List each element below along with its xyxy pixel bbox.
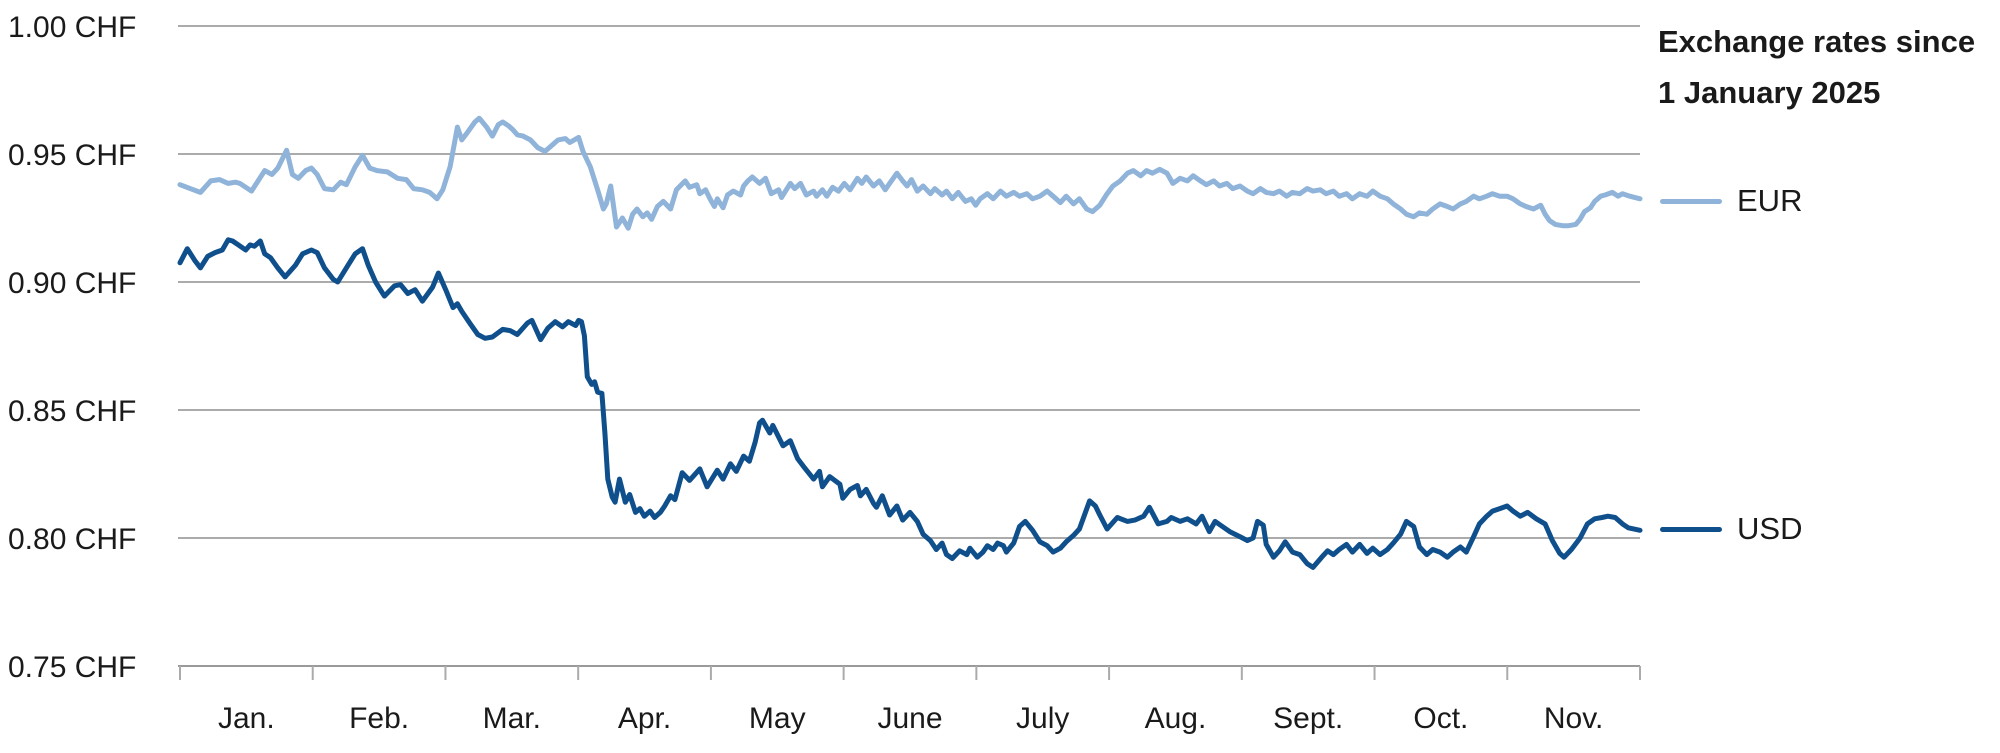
eur-line	[177, 115, 1643, 231]
month-label: Oct.	[1413, 702, 1468, 735]
legend-label-usd: USD	[1737, 511, 1803, 546]
month-label: Apr.	[618, 702, 671, 735]
legend-item-eur: EUR	[1660, 183, 1802, 219]
month-label: Sept.	[1273, 702, 1343, 735]
month-label: Jan.	[218, 702, 275, 735]
y-tick-label: 0.80 CHF	[8, 523, 136, 556]
usd-line	[177, 237, 1643, 570]
legend-label-eur: EUR	[1737, 183, 1803, 218]
y-tick-label: 0.95 CHF	[8, 139, 136, 172]
month-label: June	[877, 702, 942, 735]
month-label: Feb.	[349, 702, 409, 735]
eur-line-swatch	[1660, 198, 1722, 204]
month-label: July	[1016, 702, 1069, 735]
month-label: Nov.	[1544, 702, 1603, 735]
month-label: Aug.	[1145, 702, 1207, 735]
y-tick-label: 0.90 CHF	[8, 267, 136, 300]
y-tick-label: 1.00 CHF	[8, 11, 136, 44]
y-tick-label: 0.85 CHF	[8, 395, 136, 428]
usd-line-swatch	[1660, 526, 1722, 532]
chart-title-line2: 1 January 2025	[1658, 75, 1881, 110]
month-label: May	[749, 702, 806, 735]
legend-item-usd: USD	[1660, 511, 1802, 547]
y-tick-label: 0.75 CHF	[8, 651, 136, 684]
chart-title: Exchange rates since 1 January 2025	[1658, 16, 1988, 118]
chart-title-line1: Exchange rates since	[1658, 24, 1976, 59]
month-label: Mar.	[483, 702, 541, 735]
